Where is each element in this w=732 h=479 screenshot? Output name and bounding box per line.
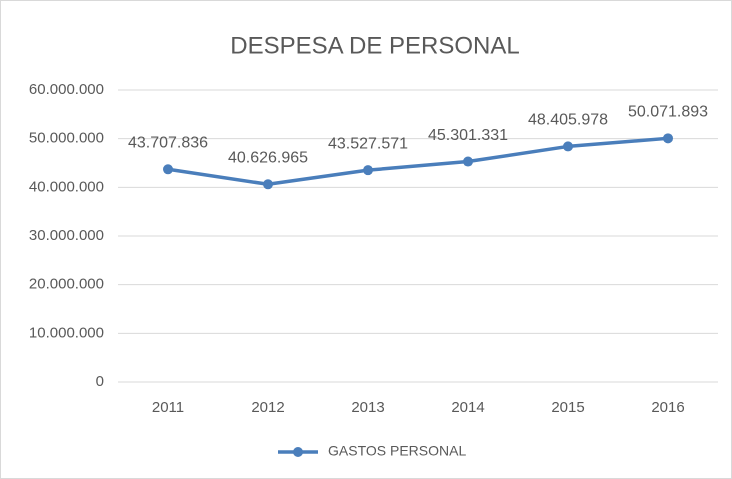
data-point xyxy=(363,165,373,176)
chart-title: DESPESA DE PERSONAL xyxy=(230,32,519,59)
y-tick-label: 50.000.000 xyxy=(29,130,104,147)
x-tick-label: 2012 xyxy=(251,399,284,416)
data-label: 43.707.836 xyxy=(128,135,208,152)
y-tick-label: 30.000.000 xyxy=(29,227,104,244)
x-tick-label: 2016 xyxy=(651,399,684,416)
y-tick-label: 10.000.000 xyxy=(29,324,104,341)
data-point xyxy=(663,133,673,144)
data-label: 50.071.893 xyxy=(628,104,708,121)
legend-marker xyxy=(293,447,303,457)
y-tick-label: 20.000.000 xyxy=(29,276,104,293)
y-tick-label: 40.000.000 xyxy=(29,178,104,195)
data-label: 48.405.978 xyxy=(528,112,608,129)
data-label: 43.527.571 xyxy=(328,135,408,152)
data-label: 40.626.965 xyxy=(228,150,308,167)
series-line xyxy=(167,136,669,187)
data-point xyxy=(163,164,173,175)
x-tick-label: 2015 xyxy=(551,399,584,416)
data-point xyxy=(563,141,573,152)
y-tick-label: 0 xyxy=(96,373,104,390)
data-point xyxy=(463,156,473,167)
x-tick-label: 2013 xyxy=(351,399,384,416)
data-label: 45.301.331 xyxy=(428,127,508,144)
x-tick-label: 2014 xyxy=(451,399,484,416)
y-tick-label: 60.000.000 xyxy=(29,81,104,98)
data-point xyxy=(263,179,273,190)
legend-label: GASTOS PERSONAL xyxy=(328,443,466,459)
x-tick-label: 2011 xyxy=(152,399,184,416)
